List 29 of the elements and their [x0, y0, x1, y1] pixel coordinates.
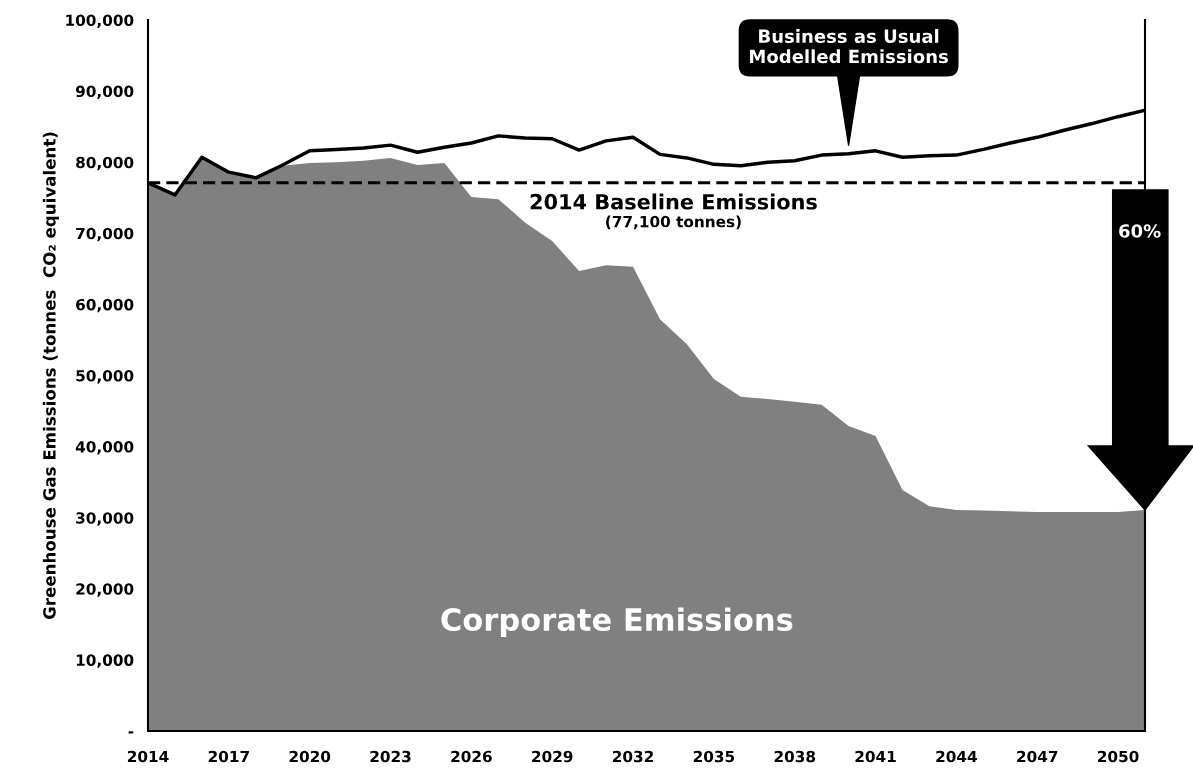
- x-tick-label: 2044: [936, 750, 977, 763]
- x-tick-label: 2029: [532, 750, 573, 763]
- x-tick-label: 2041: [855, 750, 896, 763]
- x-tick-label: 2047: [1017, 750, 1058, 763]
- ref-line-label: 2014 Baseline Emissions (77,100 tonnes): [530, 193, 817, 230]
- y-tick-label: 80,000: [76, 156, 134, 171]
- annotation: 60%: [1119, 224, 1161, 238]
- x-tick-label: 2014: [127, 750, 169, 763]
- text: Business as Usual Modelled Emissions: [750, 29, 948, 64]
- x-tick-label: 2038: [774, 750, 816, 763]
- x-tick-label: 2050: [1098, 750, 1139, 763]
- y-tick-label: -: [128, 731, 134, 734]
- x-tick-label: 2023: [370, 750, 411, 763]
- y-tick-label: 60,000: [76, 298, 134, 313]
- y-tick-label: 90,000: [75, 85, 134, 100]
- x-tick-label: 2032: [612, 750, 653, 763]
- y-tick-label: 10,000: [76, 654, 134, 668]
- y-tick-label: 50,000: [76, 369, 134, 384]
- x-tick-label: 2026: [451, 750, 492, 763]
- y-axis-title: Greenhouse Gas Emissions (tonnes CO₂ equivalent): [42, 132, 59, 620]
- y-tick-label: 40,000: [75, 441, 134, 455]
- y-tick-label: 100,000: [66, 14, 134, 28]
- x-tick-label: 2035: [693, 750, 735, 763]
- y-tick-label: 70,000: [76, 227, 134, 242]
- y-tick-label: 30,000: [76, 512, 134, 526]
- x-tick-label: 2017: [208, 750, 249, 763]
- x-tick-label: 2020: [289, 750, 331, 763]
- series-label: Corporate Emissions: [441, 607, 793, 637]
- y-tick-label: 20,000: [76, 583, 134, 597]
